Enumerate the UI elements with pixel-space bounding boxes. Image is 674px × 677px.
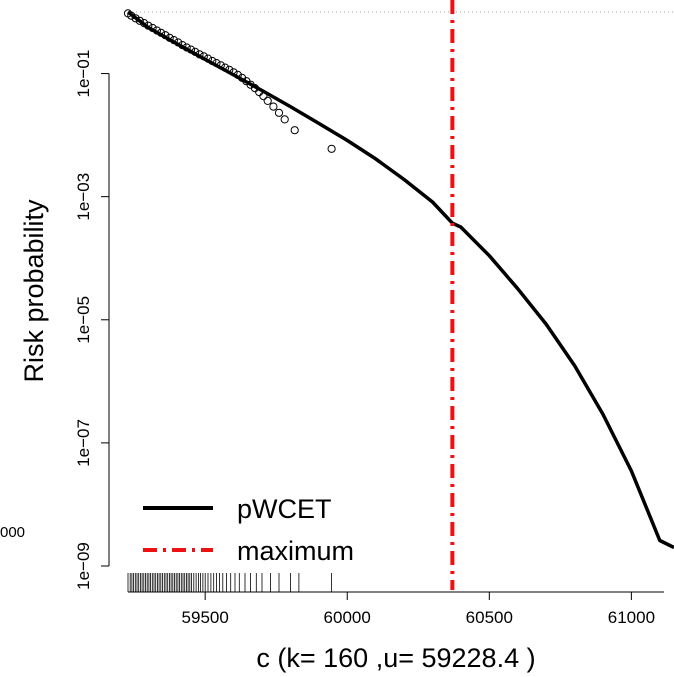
observation-point — [135, 16, 144, 25]
observation-point — [274, 108, 284, 117]
y-tick-label: 1e−07 — [74, 419, 93, 467]
x-tick-label: 59500 — [182, 608, 229, 627]
x-tick-label: 60000 — [324, 608, 371, 627]
legend-label-maximum: maximum — [237, 536, 354, 566]
observation-point — [131, 14, 140, 23]
x-tick-label: 60500 — [466, 608, 513, 627]
y-tick-label: 1e−01 — [74, 50, 93, 98]
x-axis-title: c (k= 160 ,u= 59228.4 ) — [256, 643, 535, 673]
y-axis-title: Risk probability — [19, 199, 49, 383]
pwcet-line — [126, 10, 674, 550]
y-tick-label: 1e−03 — [74, 173, 93, 221]
x-tick-label: 61000 — [608, 608, 655, 627]
observation-point — [327, 144, 336, 153]
y-tick-label: 1e−05 — [74, 296, 93, 344]
stray-label: 000 — [0, 524, 25, 541]
plot-area — [123, 0, 674, 592]
legend: pWCET maximum — [143, 494, 354, 566]
observation-point — [263, 96, 272, 106]
observation-point — [290, 126, 299, 135]
axes: 1e−01 1e−03 1e−05 1e−07 1e−09 59500 60000 60500… — [74, 50, 664, 627]
legend-label-pwcet: pWCET — [237, 494, 332, 524]
observation-point — [280, 115, 289, 124]
y-tick-label: 1e−09 — [74, 542, 93, 590]
observation-point — [269, 102, 278, 111]
